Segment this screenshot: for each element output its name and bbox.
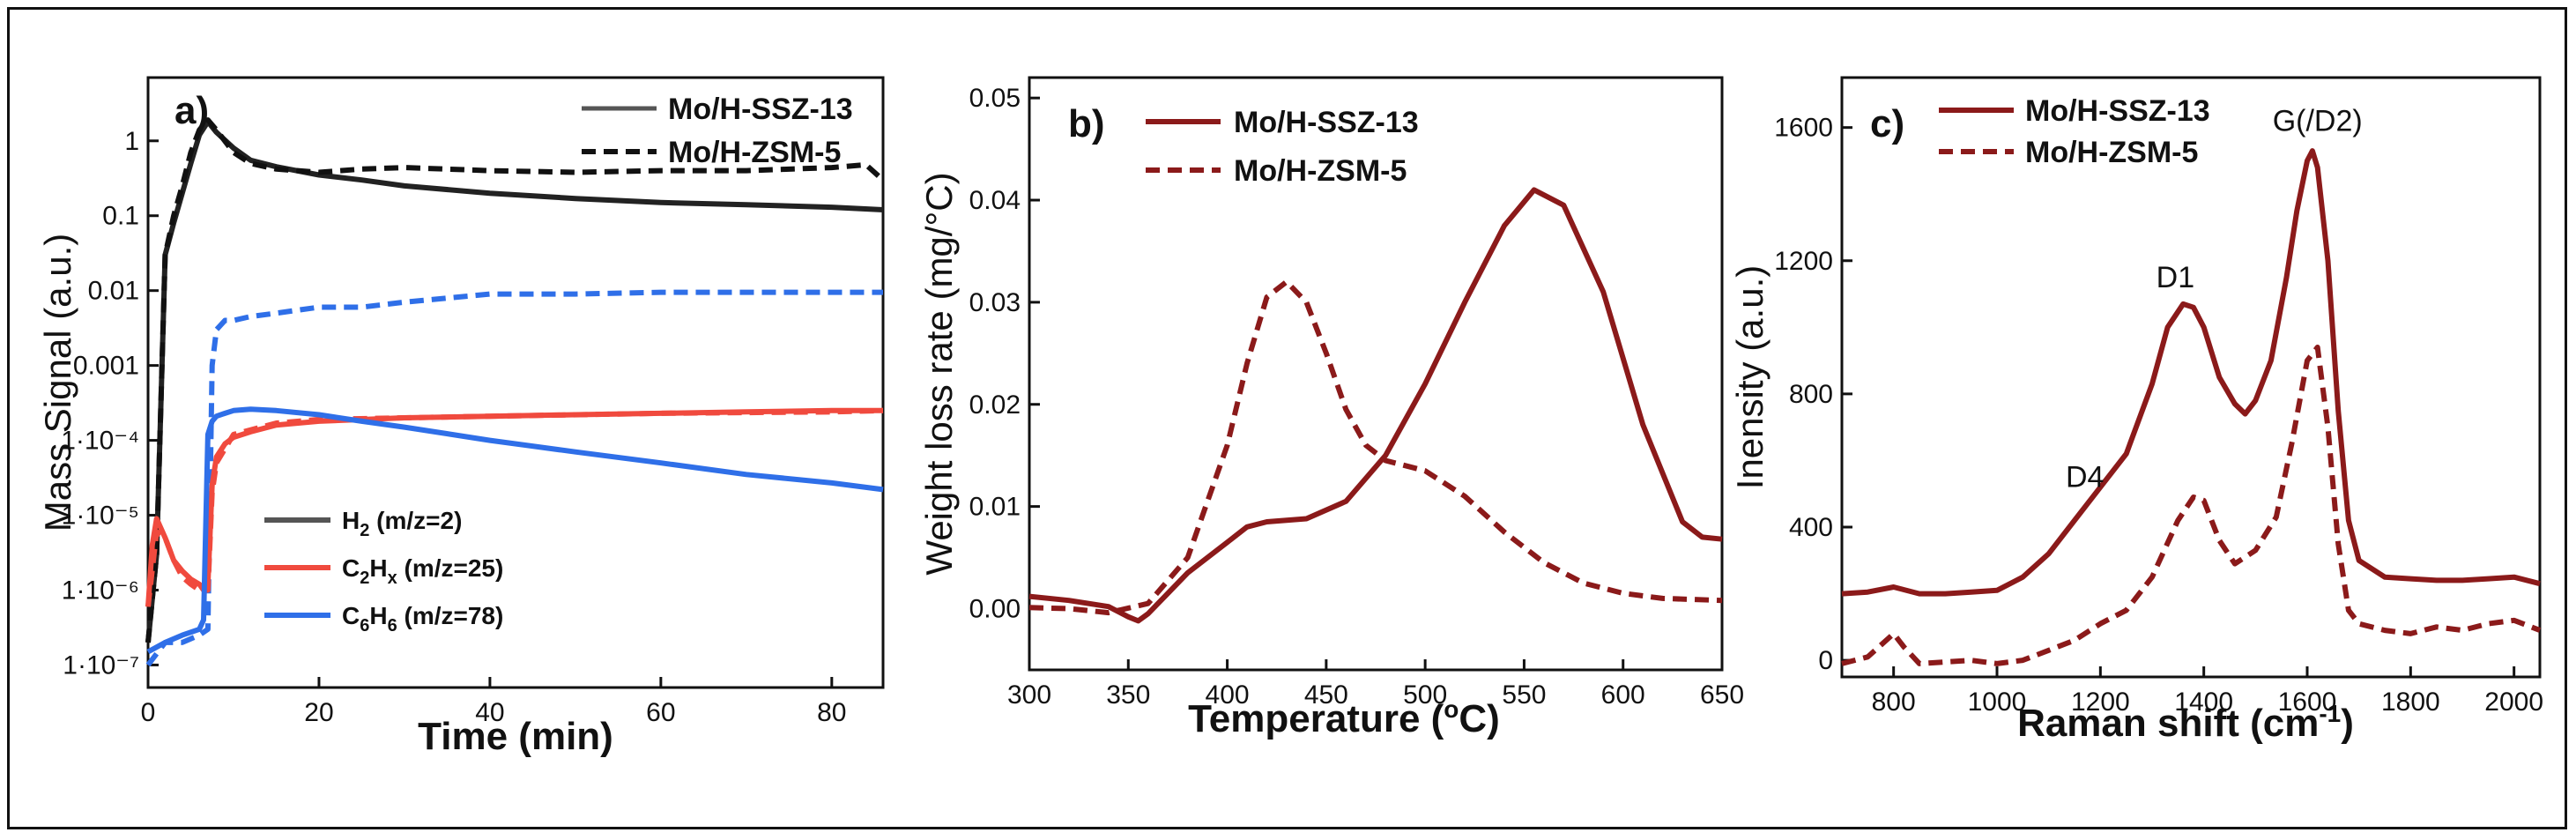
x-tick-label: 350 (1106, 680, 1150, 710)
legend-c-zsm-label: Mo/H-ZSM-5 (2025, 136, 2198, 169)
x-tick-label: 60 (646, 698, 675, 727)
x-tick-label: 800 (1872, 688, 1916, 717)
panel-c-x-axis-title: Raman shift (cm-1) (2017, 700, 2354, 745)
peak-annotation: D4 (2066, 461, 2104, 494)
panel-a-label: a) (174, 89, 209, 132)
legend-a-zsm-label: Mo/H-ZSM-5 (668, 136, 841, 169)
panel-b-series (1028, 187, 1723, 624)
panel-b-label: b) (1068, 102, 1105, 145)
panel-c-axes-box (1840, 76, 2542, 679)
panel-b: 300 350 400 450 500 550 600 650 0.000.010.020.0… (918, 76, 1744, 740)
y-tick-label: 1·10⁻⁶ (62, 576, 139, 605)
y-tick-label: 0.05 (969, 84, 1021, 113)
panel-c-annotations: D4 D1 G(/D2) (2066, 104, 2363, 494)
y-tick-label: 0.001 (73, 352, 139, 381)
y-tick-label: 0.1 (102, 202, 139, 231)
y-tick-label: 800 (1789, 380, 1833, 409)
series-line (145, 407, 884, 607)
legend-a-c6h6-label: C6H6 (m/z=78) (342, 602, 503, 636)
legend-c-ssz-label: Mo/H-SSZ-13 (2025, 94, 2210, 128)
panel-b-y-ticks: 0.00 0.01 0.02 0.03 0.04 0.05 (969, 84, 1040, 623)
y-tick-label: 0.04 (969, 186, 1021, 215)
panel-c-y-ticks: 0 400 800 1200 1600 (1774, 114, 1852, 675)
panel-a-x-ticks: 0 20 40 60 80 (141, 677, 847, 727)
y-tick-label: 1200 (1774, 247, 1833, 276)
y-tick-label: 0.01 (88, 277, 139, 306)
legend-b-zsm-label: Mo/H-ZSM-5 (1234, 154, 1407, 188)
y-tick-label: 0.00 (969, 594, 1021, 623)
series-line (1028, 279, 1723, 616)
panel-b-x-ticks: 300 350 400 450 500 550 600 650 (1007, 659, 1744, 710)
y-tick-label: 0.02 (969, 390, 1021, 420)
legend-a-c2hx-label: C2Hx (m/z=25) (342, 554, 503, 588)
y-tick-label: 0.03 (969, 288, 1021, 317)
series-line (145, 119, 884, 643)
x-tick-label: 550 (1502, 680, 1546, 710)
y-tick-label: 1600 (1774, 114, 1833, 143)
panel-a-y-ticks: 1·10⁻⁷ 1·10⁻⁶ 1·10⁻⁵ 1·10⁻⁴ 0.001 0.01 0.1 1 (61, 127, 159, 680)
series-line (1841, 148, 2541, 597)
legend-a-h2-label: H2 (m/z=2) (342, 507, 462, 540)
x-tick-label: 300 (1007, 680, 1051, 710)
x-tick-label: 40 (475, 698, 504, 727)
peak-annotation: D1 (2157, 261, 2194, 294)
panel-a-axes-box (146, 76, 885, 689)
x-tick-label: 20 (304, 698, 333, 727)
panel-c-series (1841, 148, 2542, 666)
panel-a-series (145, 117, 885, 667)
panel-b-y-axis-title: Weight loss rate (mg/°C) (918, 172, 960, 575)
x-tick-label: 1800 (2381, 688, 2440, 717)
x-tick-label: 0 (141, 698, 156, 727)
legend-b-ssz-label: Mo/H-SSZ-13 (1234, 106, 1419, 139)
panel-a: 0 20 40 60 80 1·10⁻⁷ 1·10⁻⁶ 1·10⁻⁵ 1·10⁻⁴ 0.001 0… (37, 76, 885, 758)
y-tick-label: 1·10⁻⁷ (63, 650, 139, 680)
x-tick-label: 400 (1206, 680, 1250, 710)
panel-c-y-axis-title: Inensity (a.u.) (1729, 265, 1771, 489)
legend-a-ssz-label: Mo/H-SSZ-13 (668, 93, 853, 126)
panel-b-x-axis-title: Temperature (oC) (1188, 695, 1500, 740)
x-tick-label: 1400 (2174, 688, 2233, 717)
x-tick-label: 1600 (2278, 688, 2337, 717)
panel-c-label: c) (1870, 102, 1904, 145)
panel-a-y-axis-title: Mass Signal (a.u.) (37, 234, 78, 532)
panel-c-x-ticks: 800 1000 1200 1400 1600 1800 2000 (1872, 666, 2543, 717)
x-tick-label: 450 (1304, 680, 1348, 710)
series-line (145, 289, 883, 667)
series-line (145, 117, 885, 643)
peak-annotation: G(/D2) (2273, 104, 2363, 138)
x-tick-label: 600 (1601, 680, 1645, 710)
y-tick-label: 0.01 (969, 493, 1021, 522)
y-tick-label: 1·10⁻⁴ (61, 427, 139, 456)
panel-a-x-axis-title: Time (min) (418, 715, 613, 758)
x-tick-label: 2000 (2484, 688, 2543, 717)
x-tick-label: 650 (1700, 680, 1744, 710)
x-tick-label: 500 (1403, 680, 1447, 710)
y-tick-label: 0 (1818, 646, 1833, 675)
x-tick-label: 1000 (1968, 688, 2027, 717)
series-line (145, 407, 883, 607)
panel-b-axes-box (1028, 76, 1724, 672)
figure-frame (7, 7, 2567, 829)
panel-c: 800 1000 1200 1400 1600 1800 2000 0 400 800 1200 1… (1729, 76, 2543, 745)
y-tick-label: 400 (1789, 513, 1833, 542)
series-line (1028, 187, 1723, 624)
x-tick-label: 1200 (2071, 688, 2130, 717)
y-tick-label: 1 (124, 127, 139, 156)
series-line (1841, 345, 2542, 666)
x-tick-label: 80 (817, 698, 846, 727)
y-tick-label: 1·10⁻⁵ (62, 502, 139, 531)
series-line (146, 406, 884, 655)
